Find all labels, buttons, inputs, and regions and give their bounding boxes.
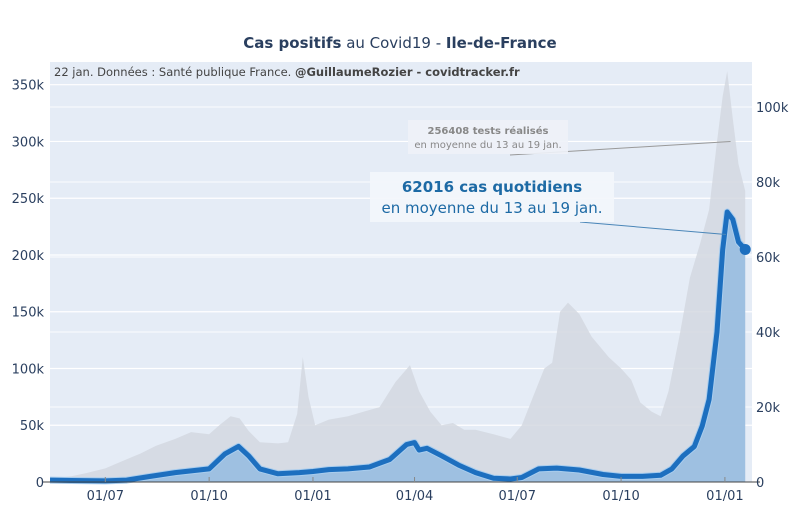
y-left-tick-label: 250k — [12, 192, 45, 207]
y-left-tick-label: 350k — [12, 79, 45, 94]
tests-annotation-subtitle: en moyenne du 13 au 19 jan. — [414, 140, 561, 151]
chart-subtitle: 22 jan. Données : Santé publique France.… — [54, 65, 520, 79]
cases-annotation-title: 62016 cas quotidiens — [402, 178, 582, 196]
cases-annotation-arrow — [579, 221, 727, 235]
text-span: Cas positifs — [243, 34, 341, 52]
x-tick-label: 01/10 — [602, 489, 639, 504]
x-tick-label: 01/04 — [396, 489, 433, 504]
text-span: @GuillaumeRozier - covidtracker.fr — [295, 65, 520, 79]
annotations: 256408 tests réalisés en moyenne du 13 au… — [370, 120, 731, 235]
y-left-tick-label: 300k — [12, 135, 45, 150]
chart-title: Cas positifs au Covid19 - Ile-de-France — [243, 34, 556, 52]
tests-area-series — [50, 71, 746, 482]
x-tick-label: 01/10 — [190, 489, 227, 504]
text-span: au Covid19 - — [341, 34, 446, 52]
tests-annotation-box — [408, 120, 568, 154]
y-right-tick-label: 20k — [756, 401, 781, 416]
y-right-tick-label: 100k — [756, 101, 789, 116]
axes: 01/07 01/10 01/01 01/04 01/07 01/10 01/01 0 50k 1… — [12, 79, 789, 504]
y-right-tick-label: 0 — [756, 476, 764, 491]
cases-annotation-subtitle: en moyenne du 13 au 19 jan. — [381, 199, 602, 217]
y-right-tick-label: 40k — [756, 326, 781, 341]
tests-annotation-title: 256408 tests réalisés — [428, 125, 549, 137]
y-left-tick-label: 200k — [12, 249, 45, 264]
cases-line — [49, 209, 748, 484]
text-span: Ile-de-France — [446, 34, 557, 52]
x-tick-label: 01/07 — [499, 489, 536, 504]
y-left-tick-label: 150k — [12, 306, 45, 321]
cases-annotation-box — [370, 172, 614, 222]
y-right-tick-label: 60k — [756, 251, 781, 266]
x-tick-label: 01/01 — [706, 489, 743, 504]
y-left-tick-label: 50k — [20, 419, 45, 434]
y-right-tick-label: 80k — [756, 176, 781, 191]
tests-area — [50, 71, 746, 482]
x-tick-label: 01/07 — [87, 489, 124, 504]
y-left-tick-label: 0 — [36, 476, 44, 491]
final-value-marker — [739, 243, 751, 255]
x-tick-label: 01/01 — [294, 489, 331, 504]
text-span: 22 jan. Données : Santé publique France. — [54, 65, 295, 79]
y-left-tick-label: 100k — [12, 362, 45, 377]
cases-area-series — [49, 208, 751, 485]
